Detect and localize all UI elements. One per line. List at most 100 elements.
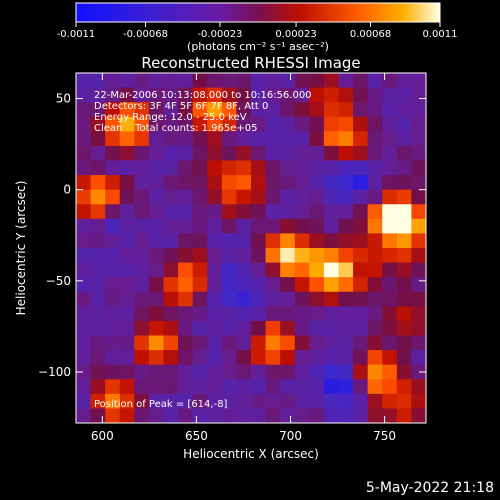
heatmap-cell bbox=[119, 379, 135, 395]
annotation-detectors: Detectors: 3F 4F 5F 6F 7F 8F, Att 0 bbox=[94, 101, 268, 112]
heatmap-cell bbox=[90, 218, 106, 235]
heatmap-cell bbox=[280, 204, 296, 220]
heatmap-cell bbox=[148, 306, 165, 322]
heatmap-cell bbox=[148, 102, 165, 118]
heatmap-cell bbox=[163, 233, 179, 249]
heatmap-cell bbox=[367, 335, 383, 351]
heatmap-cell bbox=[411, 320, 426, 337]
heatmap-cell bbox=[280, 320, 296, 337]
heatmap-cell bbox=[119, 218, 135, 235]
heatmap-cell bbox=[207, 248, 223, 264]
heatmap-cell bbox=[323, 262, 340, 278]
heatmap-cell bbox=[221, 73, 238, 89]
heatmap-cell bbox=[265, 131, 281, 147]
heatmap-cell bbox=[382, 131, 398, 147]
heatmap-cell bbox=[163, 320, 179, 337]
heatmap-cell bbox=[265, 306, 281, 322]
heatmap-cell bbox=[207, 408, 223, 423]
heatmap-cell bbox=[134, 73, 150, 89]
heatmap-cell bbox=[148, 160, 165, 176]
heatmap-cell bbox=[251, 116, 267, 132]
heatmap-cell bbox=[323, 364, 340, 380]
heatmap-cell bbox=[148, 145, 165, 162]
heatmap-cell bbox=[251, 277, 267, 293]
heatmap-cell bbox=[251, 335, 267, 351]
heatmap-cell bbox=[236, 131, 252, 147]
heatmap-cell bbox=[163, 350, 179, 366]
heatmap-cell bbox=[163, 87, 179, 103]
heatmap-cell bbox=[119, 320, 135, 337]
heatmap-cell bbox=[236, 233, 252, 249]
heatmap-cell bbox=[119, 248, 135, 264]
heatmap-cell bbox=[353, 145, 369, 162]
heatmap-cell bbox=[207, 160, 223, 176]
heatmap-cell bbox=[382, 335, 398, 351]
heatmap-cell bbox=[309, 160, 325, 176]
heatmap-cell bbox=[178, 189, 194, 205]
heatmap-cell bbox=[148, 116, 165, 132]
heatmap-cell bbox=[119, 160, 135, 176]
heatmap-cell bbox=[207, 218, 223, 235]
heatmap-cell bbox=[192, 204, 208, 220]
heatmap-cell bbox=[309, 262, 325, 278]
heatmap-cell bbox=[221, 320, 238, 337]
heatmap-cell bbox=[221, 87, 238, 103]
heatmap-cell bbox=[265, 189, 281, 205]
heatmap-cell bbox=[353, 204, 369, 220]
heatmap-cell bbox=[251, 364, 267, 380]
heatmap-cell bbox=[294, 393, 310, 410]
heatmap-cell bbox=[396, 73, 413, 89]
heatmap-cell bbox=[90, 320, 106, 337]
heatmap-cell bbox=[236, 335, 252, 351]
heatmap-cell bbox=[294, 306, 310, 322]
heatmap-cell bbox=[251, 291, 267, 307]
heatmap-cell bbox=[280, 364, 296, 380]
heatmap-cell bbox=[309, 320, 325, 337]
heatmap-cell bbox=[221, 160, 238, 176]
heatmap-cell bbox=[294, 248, 310, 264]
heatmap-cell bbox=[396, 87, 413, 103]
heatmap-cell bbox=[353, 350, 369, 366]
heatmap-cell bbox=[90, 102, 106, 118]
heatmap-cell bbox=[163, 248, 179, 264]
heatmap-cell bbox=[76, 262, 92, 278]
heatmap-cell bbox=[105, 364, 121, 380]
heatmap-cell bbox=[367, 233, 383, 249]
heatmap-cell bbox=[382, 248, 398, 264]
heatmap-cell bbox=[265, 145, 281, 162]
heatmap-cell bbox=[411, 233, 426, 249]
heatmap-cell bbox=[338, 335, 354, 351]
heatmap-cell bbox=[134, 233, 150, 249]
heatmap-cell bbox=[396, 306, 413, 322]
heatmap-cell bbox=[236, 145, 252, 162]
heatmap-cell bbox=[382, 233, 398, 249]
heatmap-cell bbox=[192, 73, 208, 89]
heatmap-cell bbox=[411, 364, 426, 380]
heatmap-cell bbox=[90, 248, 106, 264]
heatmap-cell bbox=[221, 379, 238, 395]
heatmap-cell bbox=[207, 116, 223, 132]
heatmap-cell bbox=[251, 204, 267, 220]
peak-position-label: Position of Peak = [614,-8] bbox=[94, 399, 228, 410]
heatmap-cell bbox=[353, 306, 369, 322]
heatmap-cell bbox=[134, 189, 150, 205]
heatmap-cell bbox=[382, 306, 398, 322]
heatmap-cell bbox=[396, 233, 413, 249]
heatmap-cell bbox=[323, 116, 340, 132]
heatmap-cell bbox=[90, 335, 106, 351]
colorbar-ticks: -0.0011 -0.00068 -0.00023 0.00023 0.00068 0.0… bbox=[57, 22, 458, 40]
heatmap-cell bbox=[309, 364, 325, 380]
heatmap-cell bbox=[294, 131, 310, 147]
heatmap-cell bbox=[192, 320, 208, 337]
heatmap-cell bbox=[411, 291, 426, 307]
heatmap-cell bbox=[353, 87, 369, 103]
heatmap-cell bbox=[134, 102, 150, 118]
heatmap-cell bbox=[192, 408, 208, 423]
heatmap-cell bbox=[134, 408, 150, 423]
heatmap-cell bbox=[411, 145, 426, 162]
heatmap-cell bbox=[192, 87, 208, 103]
heatmap-cell bbox=[134, 131, 150, 147]
heatmap-cell bbox=[105, 393, 121, 410]
heatmap-cell bbox=[236, 379, 252, 395]
heatmap-cell bbox=[134, 175, 150, 191]
